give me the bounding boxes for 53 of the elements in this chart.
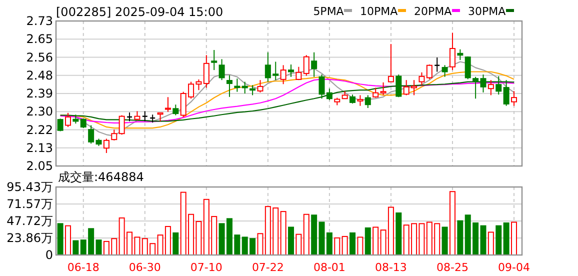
y-tick-label: 2.56	[26, 50, 53, 64]
bar	[296, 234, 302, 256]
bar	[64, 225, 71, 256]
legend-label: 30PMA	[468, 5, 506, 18]
y-tick-label: 2.39	[26, 86, 53, 100]
x-tick-label: 08-13	[374, 261, 407, 274]
y-tick-label: 2.13	[26, 140, 53, 155]
x-tick-label: 07-10	[190, 261, 222, 274]
bar	[442, 226, 448, 256]
legend-label: 20PMA	[414, 5, 452, 18]
bar	[257, 233, 264, 256]
y-tick-label: 2.65	[26, 32, 53, 46]
y-tick-label: 23.86万	[6, 231, 53, 245]
bar	[311, 214, 318, 256]
y-tick-label: 0	[45, 248, 53, 262]
bar	[342, 236, 348, 256]
y-tick-label: 2.22	[26, 122, 53, 137]
x-tick-label: 06-18	[67, 261, 100, 274]
legend-label: 5PMA	[313, 5, 344, 18]
bar	[449, 191, 456, 256]
y-tick-label: 95.43万	[6, 180, 53, 194]
bar	[96, 240, 102, 256]
y-tick-label: 2.05	[26, 159, 53, 173]
x-tick-label: 08-25	[436, 261, 468, 274]
bar	[457, 220, 464, 256]
bar	[496, 225, 502, 256]
x-tick-label: 06-30	[128, 261, 161, 274]
y-tick-label: 2.48	[26, 68, 53, 82]
bar	[357, 236, 364, 256]
bar	[350, 232, 356, 256]
bar	[503, 222, 510, 256]
bar	[511, 222, 517, 256]
bar	[72, 240, 79, 256]
x-tick-label: 08-01	[313, 261, 346, 274]
bar	[334, 237, 340, 256]
bar	[372, 226, 379, 256]
y-tick-label: 2.73	[26, 14, 53, 28]
bar	[396, 212, 402, 256]
legend-label: 10PMA	[360, 5, 398, 18]
bar	[280, 211, 286, 256]
bar	[488, 232, 494, 256]
bar	[57, 223, 64, 256]
y-tick-label: 47.72万	[6, 214, 53, 228]
bar	[303, 214, 310, 256]
bar	[364, 227, 371, 256]
x-tick-label: 09-04	[498, 261, 530, 274]
bar	[172, 232, 179, 256]
y-tick-label: 2.30	[26, 104, 53, 119]
y-tick-label: 71.57万	[6, 197, 53, 211]
chart-title: [002285] 2025-09-04 15:00	[56, 5, 224, 19]
text: 成交量:464884	[58, 170, 144, 184]
bar	[288, 226, 294, 256]
x-tick-label: 07-22	[252, 261, 284, 274]
